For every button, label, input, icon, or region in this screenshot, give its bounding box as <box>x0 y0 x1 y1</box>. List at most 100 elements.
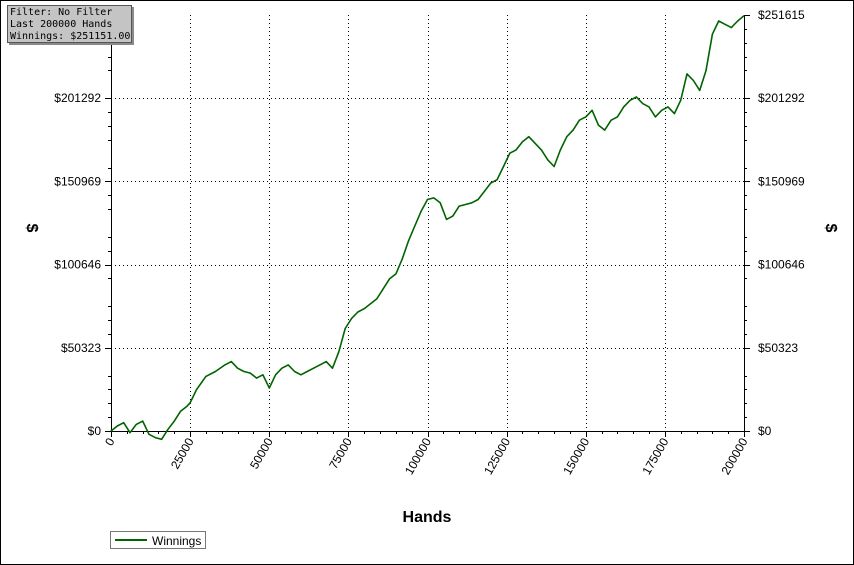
data-point-winnings <box>287 364 289 366</box>
y-tick-label-left: $0 <box>88 424 102 438</box>
data-point-winnings <box>173 420 175 422</box>
data-point-winnings <box>249 372 251 374</box>
data-point-winnings <box>154 437 156 439</box>
data-point-winnings <box>680 99 682 101</box>
data-point-winnings <box>718 20 720 22</box>
series-layer <box>110 15 745 441</box>
data-point-winnings <box>661 109 663 111</box>
data-point-winnings <box>585 116 587 118</box>
data-point-winnings <box>686 73 688 75</box>
data-point-winnings <box>572 129 574 131</box>
data-point-winnings <box>142 420 144 422</box>
hands-count-text: Last 200000 Hands <box>10 19 113 30</box>
data-point-winnings <box>502 165 505 168</box>
y-tick-label-left: $150969 <box>54 174 101 188</box>
data-point-winnings <box>597 124 600 126</box>
data-point-winnings <box>395 273 397 275</box>
x-tick-label: 150000 <box>560 435 592 477</box>
axis-layer <box>105 15 750 437</box>
data-point-winnings <box>471 202 473 204</box>
data-point-winnings <box>553 165 555 168</box>
data-point-winnings <box>110 430 112 432</box>
data-point-winnings <box>445 218 448 220</box>
data-point-winnings <box>300 374 302 376</box>
data-point-winnings <box>313 367 315 369</box>
data-point-winnings <box>195 389 198 391</box>
data-point-winnings <box>135 423 137 425</box>
y-axis-title-left: $ <box>23 224 40 233</box>
data-point-winnings <box>426 198 429 201</box>
data-point-winnings <box>189 402 191 404</box>
data-point-winnings <box>534 142 536 144</box>
data-point-winnings <box>528 136 530 138</box>
data-point-winnings <box>382 288 384 290</box>
data-point-winnings <box>591 109 593 111</box>
winnings-total-text: Winnings: $251151.00 <box>10 31 131 42</box>
data-point-winnings <box>331 367 334 369</box>
data-point-winnings <box>129 432 131 434</box>
data-point-winnings <box>186 405 188 407</box>
data-point-winnings <box>148 433 150 435</box>
data-point-winnings <box>243 370 245 373</box>
data-point-winnings <box>407 240 410 242</box>
data-point-winnings <box>275 374 277 376</box>
data-point-winnings <box>357 311 359 313</box>
x-tick-label: 0 <box>102 435 118 448</box>
data-point-winnings <box>401 258 403 260</box>
data-point-winnings <box>464 203 467 206</box>
data-point-winnings <box>281 367 283 369</box>
data-point-winnings <box>540 149 543 151</box>
data-point-winnings <box>262 374 264 376</box>
data-point-winnings <box>509 152 511 154</box>
y-tick-label-right: $0 <box>758 424 772 438</box>
data-point-winnings <box>667 106 669 108</box>
data-point-winnings <box>559 149 562 151</box>
data-point-winnings <box>654 116 657 118</box>
data-point-winnings <box>167 428 169 430</box>
data-point-winnings <box>566 136 568 138</box>
data-point-winnings <box>116 425 118 427</box>
grid-layer <box>111 15 744 431</box>
x-tick-label: 25000 <box>168 435 197 471</box>
data-point-winnings <box>578 119 581 121</box>
data-point-winnings <box>648 106 650 108</box>
data-point-winnings <box>294 370 296 373</box>
legend-swatch-winnings <box>115 539 147 541</box>
data-point-winnings <box>338 351 340 353</box>
data-point-winnings <box>214 370 216 373</box>
data-point-winnings <box>490 182 492 184</box>
x-tick-label: 100000 <box>402 435 434 477</box>
data-point-winnings <box>458 205 460 207</box>
y-tick-label-right: $251615 <box>758 8 805 22</box>
data-point-winnings <box>604 129 606 131</box>
x-tick-label: 200000 <box>718 435 750 477</box>
data-point-winnings <box>616 116 619 118</box>
data-point-winnings <box>161 438 163 440</box>
data-point-winnings <box>496 179 498 181</box>
legend: Winnings <box>110 531 206 549</box>
x-tick-label: 125000 <box>481 435 513 477</box>
stats-info-box: Filter: No Filter Last 200000 Hands Winn… <box>7 5 132 43</box>
data-point-winnings <box>730 27 732 29</box>
data-point-winnings <box>635 96 638 98</box>
data-point-winnings <box>743 15 745 17</box>
data-point-winnings <box>642 103 644 105</box>
y-tick-label-right: $201292 <box>758 91 805 105</box>
y-tick-label-left: $201292 <box>54 91 101 105</box>
data-point-winnings <box>515 149 517 151</box>
data-point-winnings <box>256 377 258 379</box>
x-tick-label: 50000 <box>247 435 276 471</box>
data-point-winnings <box>363 308 365 310</box>
filter-text: Filter: No Filter <box>10 7 113 18</box>
data-point-winnings <box>692 79 695 82</box>
data-point-winnings <box>439 202 441 204</box>
x-tick-label: 175000 <box>639 435 671 477</box>
data-point-winnings <box>477 198 479 201</box>
data-point-winnings <box>350 318 353 320</box>
x-tick-label: 75000 <box>326 435 355 471</box>
data-point-winnings <box>673 113 676 115</box>
y-tick-label-right: $50323 <box>758 341 798 355</box>
data-point-winnings <box>452 215 454 217</box>
